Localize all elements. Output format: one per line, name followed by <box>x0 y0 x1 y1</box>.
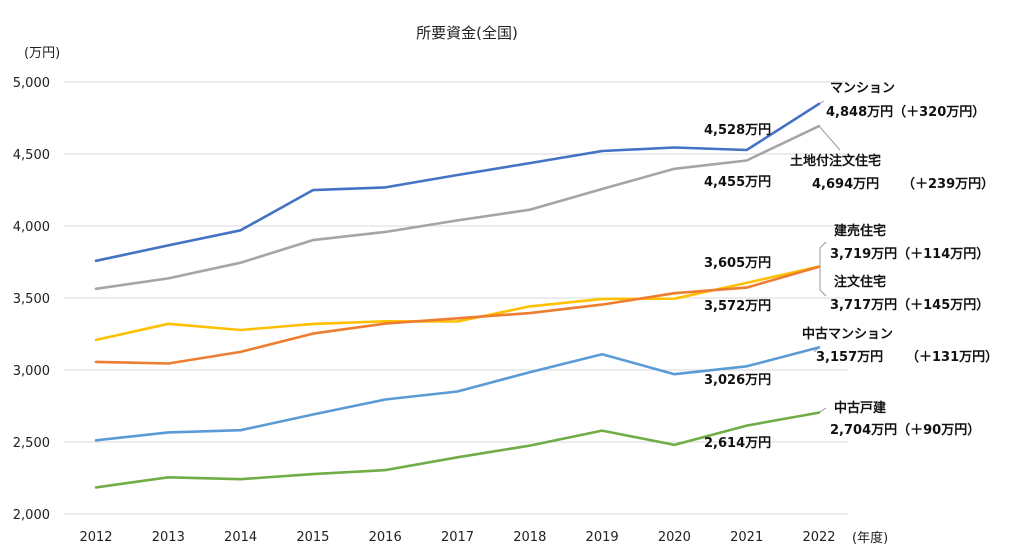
leader-line <box>818 125 841 151</box>
y-tick-label: 5,000 <box>13 76 50 91</box>
label-2021-land: 4,455万円 <box>704 175 771 190</box>
annotation-used-house-value: 2,704万円（＋90万円） <box>830 422 980 438</box>
gridlines <box>64 81 848 515</box>
series-line <box>94 265 821 365</box>
series-line <box>94 102 821 263</box>
y-tick-label: 2,500 <box>13 436 50 451</box>
annotation-land-name: 土地付注文住宅 <box>790 153 881 169</box>
series-line <box>94 124 821 291</box>
annotation-used-mansion-diff: （＋131万円） <box>906 349 998 365</box>
x-tick-label: 2019 <box>586 530 619 545</box>
x-axis-unit: (年度) <box>852 530 888 546</box>
annotation-mansion-value: 4,848万円（＋320万円） <box>826 104 985 120</box>
label-2021-used-mansion: 3,026万円 <box>704 373 771 388</box>
x-tick-label: 2018 <box>513 530 546 545</box>
x-tick-label: 2021 <box>730 530 763 545</box>
label-2021-chumon: 3,572万円 <box>704 299 771 314</box>
annotation-used-house-name: 中古戸建 <box>834 400 886 416</box>
series-line <box>94 346 821 442</box>
series-lines <box>94 102 821 489</box>
chart-title: 所要資金(全国) <box>416 24 518 42</box>
label-2021-tateuri: 3,605万円 <box>704 256 771 271</box>
label-2021-mansion: 4,528万円 <box>704 123 771 138</box>
x-tick-label: 2017 <box>441 530 474 545</box>
x-tick-labels: 2012 2013 2014 2015 2016 2017 2018 2019 2020 2021… <box>79 530 835 545</box>
y-tick-label: 3,500 <box>13 292 50 307</box>
x-tick-label: 2014 <box>224 530 257 545</box>
y-axis-unit: (万円) <box>24 46 60 61</box>
label-2021-used-house: 2,614万円 <box>704 436 771 451</box>
y-tick-label: 4,000 <box>13 220 50 235</box>
x-tick-label: 2020 <box>658 530 691 545</box>
x-tick-label: 2012 <box>79 530 112 545</box>
annotation-tateuri-name: 建売住宅 <box>834 223 886 239</box>
annotation-land-value: 4,694万円 <box>812 177 879 192</box>
x-tick-label: 2022 <box>802 530 835 545</box>
x-tick-label: 2013 <box>152 530 185 545</box>
annotation-used-mansion-name: 中古マンション <box>802 326 893 342</box>
annotation-chumon-name: 注文住宅 <box>834 274 886 290</box>
x-tick-label: 2016 <box>369 530 402 545</box>
y-tick-label: 2,000 <box>13 508 50 523</box>
annotation-used-mansion-value: 3,157万円 <box>816 350 883 365</box>
annotation-mansion-name: マンション <box>830 81 895 96</box>
y-tick-label: 4,500 <box>13 148 50 163</box>
annotation-tateuri-value: 3,719万円（＋114万円） <box>830 246 989 262</box>
annotation-chumon-value: 3,717万円（＋145万円） <box>830 297 989 313</box>
y-tick-labels: 2,000 2,500 3,000 3,500 4,000 4,500 5,000 <box>13 76 50 523</box>
annotation-land-diff: （＋239万円） <box>902 176 994 192</box>
leader-bracket <box>819 241 827 297</box>
series-line <box>94 265 821 342</box>
series-line <box>94 411 821 489</box>
leader-line <box>818 407 827 414</box>
y-tick-label: 3,000 <box>13 364 50 379</box>
x-tick-label: 2015 <box>296 530 329 545</box>
